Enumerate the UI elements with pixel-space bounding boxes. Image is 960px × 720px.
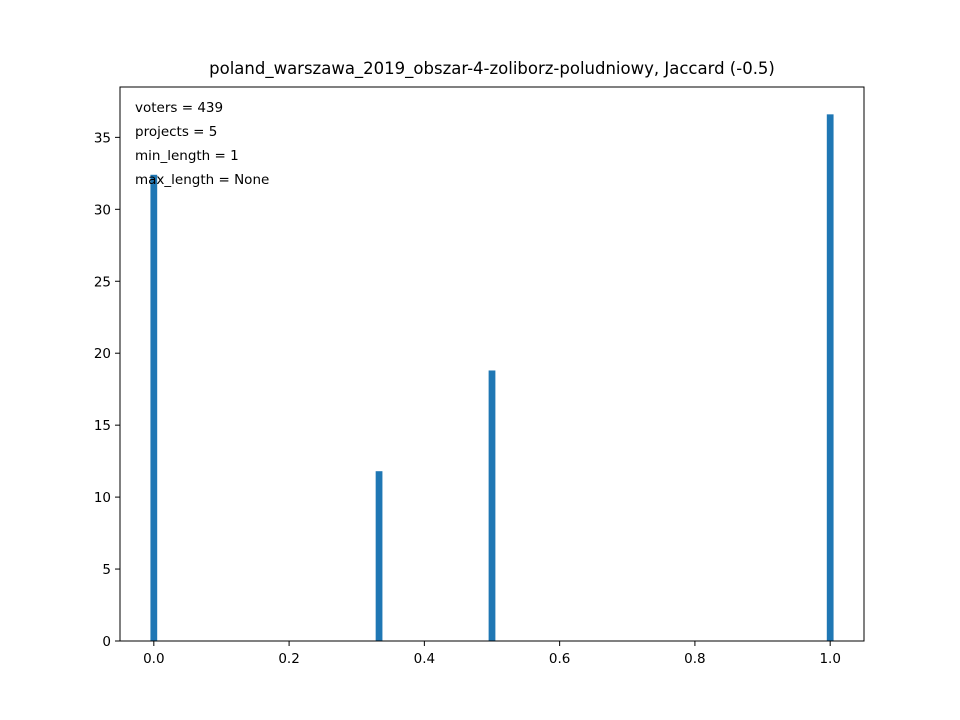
annotation-voters: voters = 439 — [135, 100, 223, 116]
bars-layer — [150, 114, 834, 642]
bar-2 — [488, 370, 496, 641]
axes-layer: 0.0 0.2 0.4 0.6 0.8 1.0 0 5 10 15 20 25 30 35 — [94, 86, 865, 667]
bar-0 — [150, 174, 158, 642]
annotation-min-length: min_length = 1 — [135, 148, 239, 164]
y-tick-label-5: 25 — [94, 274, 111, 290]
y-tick-label-4: 20 — [94, 346, 111, 362]
x-tick-label-1: 0.2 — [278, 651, 299, 667]
y-tick-label-3: 15 — [94, 418, 111, 434]
y-tick-label-0: 0 — [102, 634, 111, 650]
x-tick-label-4: 0.8 — [684, 651, 705, 667]
bar-1 — [375, 471, 383, 641]
x-tick-label-2: 0.4 — [414, 651, 435, 667]
plot-frame — [119, 86, 865, 642]
y-tick-label-1: 5 — [102, 562, 111, 578]
y-tick-label-7: 35 — [94, 130, 111, 146]
annotation-block: voters = 439 projects = 5 min_length = 1… — [135, 100, 269, 188]
annotation-projects: projects = 5 — [135, 124, 217, 140]
bar-3 — [826, 114, 834, 641]
chart-title: poland_warszawa_2019_obszar-4-zoliborz-p… — [209, 59, 775, 79]
x-tick-label-5: 1.0 — [819, 651, 840, 667]
y-tick-label-2: 10 — [94, 490, 111, 506]
x-tick-label-0: 0.0 — [143, 651, 164, 667]
annotation-max-length: max_length = None — [135, 172, 269, 188]
x-tick-label-3: 0.6 — [549, 651, 570, 667]
y-tick-label-6: 30 — [94, 202, 111, 218]
